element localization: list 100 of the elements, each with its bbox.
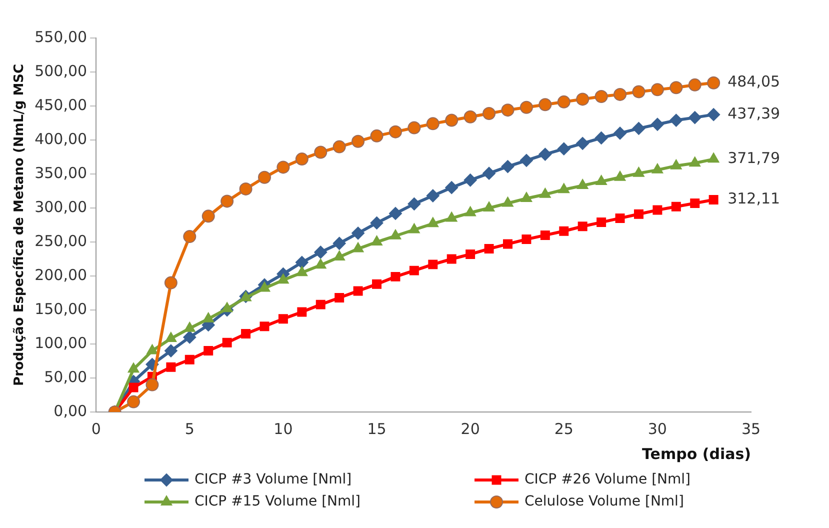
x-tick-label: 35 xyxy=(741,420,761,438)
point xyxy=(314,258,326,269)
legend-label: CICP #3 Volume [Nml] xyxy=(194,472,352,488)
point xyxy=(314,246,328,259)
point xyxy=(559,226,569,236)
point xyxy=(334,250,346,260)
point xyxy=(428,260,438,270)
point xyxy=(427,217,439,228)
point xyxy=(503,239,512,249)
y-axis-title: Produção Específica de Metano (NmL/g MSC xyxy=(12,64,28,386)
point xyxy=(183,230,196,244)
point xyxy=(409,266,419,276)
data-label: 371,79 xyxy=(728,149,780,168)
point xyxy=(522,234,532,244)
y-tick-label: 0,00 xyxy=(54,402,88,420)
point xyxy=(707,76,720,90)
y-tick-label: 350,00 xyxy=(34,164,88,182)
point xyxy=(295,152,308,166)
point xyxy=(614,126,627,140)
point xyxy=(484,244,494,254)
point xyxy=(295,256,308,269)
point xyxy=(128,362,140,373)
point xyxy=(539,188,551,198)
point xyxy=(184,354,194,364)
point xyxy=(388,125,402,138)
point xyxy=(332,140,346,154)
point xyxy=(202,312,214,322)
point xyxy=(128,382,138,392)
point xyxy=(258,170,271,184)
point xyxy=(650,118,664,131)
point xyxy=(278,274,289,284)
legend-label: Celulose Volume [Nml] xyxy=(524,494,684,510)
point xyxy=(370,129,384,142)
point xyxy=(164,344,178,358)
y-tick-label: 250,00 xyxy=(34,232,88,250)
x-tick-label: 20 xyxy=(460,420,480,438)
point xyxy=(708,195,718,205)
point xyxy=(408,223,420,234)
point xyxy=(446,254,456,264)
x-tick-label: 25 xyxy=(554,420,574,438)
point xyxy=(183,330,196,344)
point xyxy=(316,300,326,310)
point xyxy=(594,90,608,103)
point xyxy=(538,98,552,112)
x-axis-title: Tempo (dias) xyxy=(642,444,751,463)
y-tick-label: 400,00 xyxy=(34,130,88,148)
point xyxy=(652,163,664,174)
point xyxy=(502,196,514,207)
point xyxy=(239,182,252,196)
point xyxy=(540,230,550,240)
point xyxy=(146,378,159,392)
point xyxy=(632,122,646,135)
point xyxy=(501,104,514,117)
point xyxy=(314,146,328,159)
point xyxy=(166,362,176,372)
point xyxy=(520,154,533,167)
point xyxy=(278,314,288,324)
point xyxy=(632,85,646,98)
x-tick-label: 15 xyxy=(367,420,386,438)
point xyxy=(352,134,365,148)
point xyxy=(520,192,532,202)
x-tick-label: 10 xyxy=(274,420,293,438)
point xyxy=(615,213,625,223)
point xyxy=(557,142,570,156)
point xyxy=(558,183,570,194)
y-tick-label: 150,00 xyxy=(34,300,88,318)
point xyxy=(184,322,196,332)
point xyxy=(501,160,514,174)
point xyxy=(464,110,477,124)
y-tick-label: 200,00 xyxy=(34,266,88,284)
point xyxy=(707,108,720,122)
point xyxy=(670,159,682,170)
point xyxy=(520,100,533,114)
point xyxy=(708,152,720,163)
point xyxy=(221,302,233,312)
point xyxy=(296,266,308,276)
y-tick-label: 300,00 xyxy=(34,198,88,216)
data-label: 312,11 xyxy=(728,190,780,208)
point xyxy=(670,114,683,127)
point xyxy=(164,276,178,290)
point xyxy=(352,226,365,240)
point xyxy=(332,236,346,250)
point xyxy=(258,282,270,292)
point xyxy=(352,242,364,252)
point xyxy=(446,212,458,222)
y-tick-label: 550,00 xyxy=(34,28,88,46)
point xyxy=(165,332,177,342)
point xyxy=(426,117,440,130)
point xyxy=(614,170,626,181)
point xyxy=(260,322,270,332)
point xyxy=(576,136,590,150)
point xyxy=(390,272,400,282)
point xyxy=(127,395,140,408)
point xyxy=(408,197,421,210)
point xyxy=(633,166,644,177)
point xyxy=(426,189,440,202)
point xyxy=(241,329,251,339)
point xyxy=(204,346,214,356)
point xyxy=(596,218,606,228)
point xyxy=(464,206,476,216)
